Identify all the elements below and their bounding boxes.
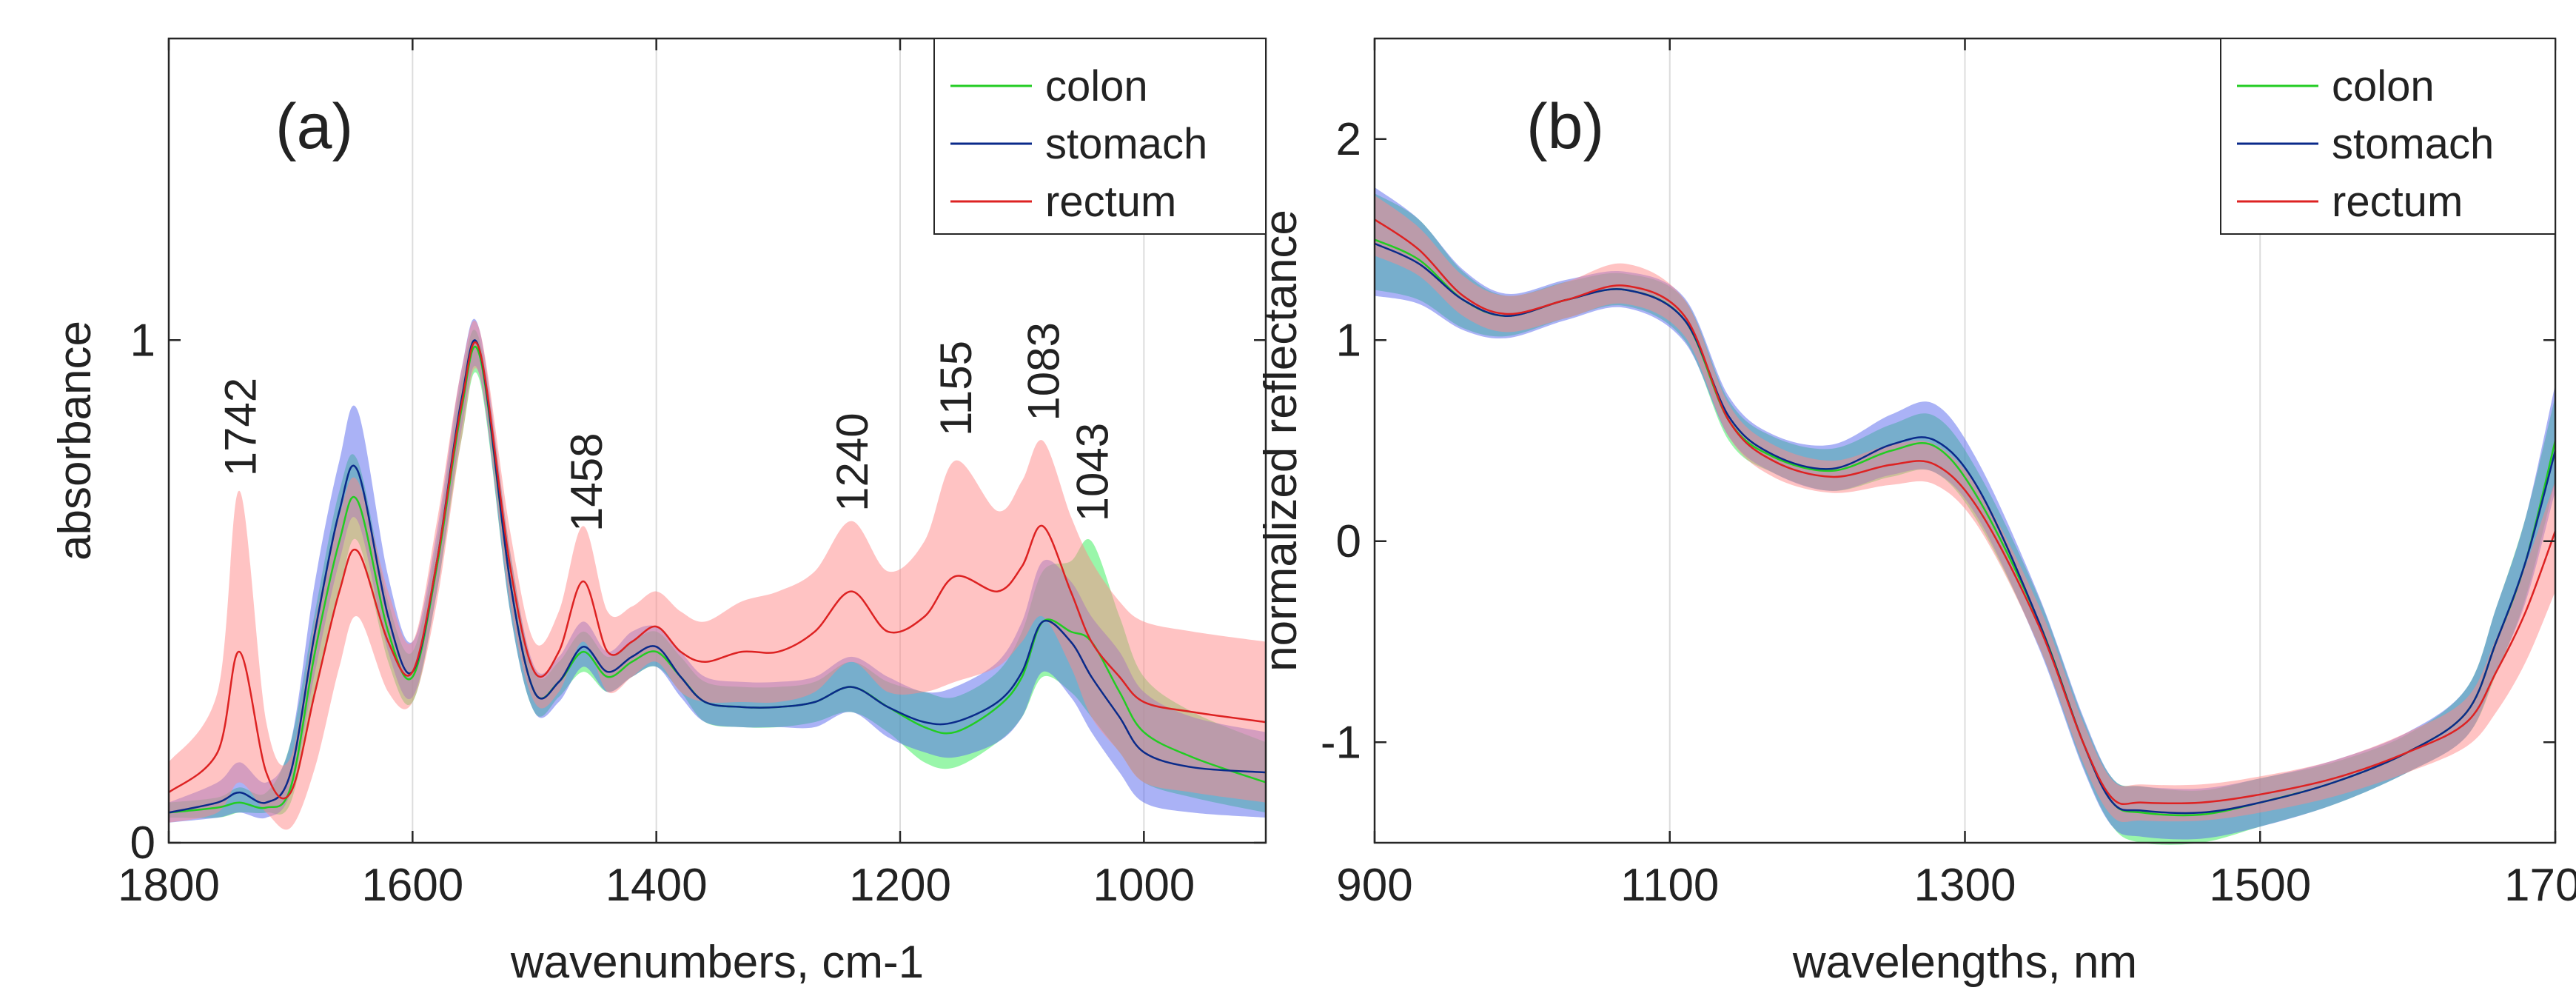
peak-label: 1458 (562, 432, 611, 531)
y-tick-label: 1 (1336, 315, 1361, 366)
panel-a-x-axis-label: wavenumbers, cm-1 (510, 937, 924, 988)
band-rectum (1375, 195, 2555, 823)
panel-b-label: (b) (1526, 91, 1604, 162)
panel-a-bands (169, 318, 1266, 830)
y-tick-label: -1 (1321, 717, 1361, 768)
panel-b-x-axis-label: wavelengths, nm (1792, 937, 2137, 988)
peak-label: 1742 (216, 378, 266, 476)
legend-label-colon: colon (2332, 62, 2435, 110)
peak-label: 1043 (1068, 423, 1118, 521)
panel-a-y-ticks: 01 (130, 315, 1266, 869)
panel-b-y-ticks: -1 0 1 2 (1321, 114, 2555, 768)
legend-label-stomach: stomach (2332, 120, 2494, 168)
panel-a-y-axis-label: absorbance (50, 321, 101, 561)
y-tick-label: 0 (130, 818, 155, 869)
panel-b-x-ticks: 900 1100 1300 1500 1700 (1336, 39, 2576, 911)
x-tick-label: 1000 (1093, 860, 1195, 911)
legend-label-stomach: stomach (1045, 120, 1207, 168)
y-tick-label: 0 (1336, 516, 1361, 567)
panel-a-label: (a) (275, 91, 353, 162)
panel-b-bands (1375, 187, 2555, 845)
mean-line-stomach (1374, 242, 2557, 815)
panel-b-y-axis-label: normalized reflectance (1255, 210, 1307, 672)
x-tick-label: 1800 (118, 860, 220, 911)
mean-line-stomach (168, 339, 1267, 814)
panel-b-legend: colon stomach rectum (2220, 38, 2556, 235)
x-tick-label: 1300 (1914, 860, 2016, 911)
y-tick-label: 2 (1336, 114, 1361, 165)
x-tick-label: 1700 (2504, 860, 2576, 911)
panel-b-reflectance-chart: 900 1100 1300 1500 1700 -1 0 1 2 (b) wavelength… (1255, 37, 2576, 988)
x-tick-label: 1500 (2209, 860, 2311, 911)
band-stomach (169, 318, 1266, 823)
peak-label: 1083 (1019, 322, 1069, 421)
x-tick-label: 900 (1336, 860, 1412, 911)
panel-a-mean-lines (168, 339, 1267, 814)
peak-label: 1240 (828, 412, 877, 511)
mean-line-rectum (168, 341, 1267, 800)
legend-label-colon: colon (1045, 62, 1148, 110)
legend-label-rectum: rectum (1045, 178, 1176, 226)
mean-line-rectum (1374, 218, 2557, 805)
legend-label-rectum: rectum (2332, 178, 2463, 226)
x-tick-label: 1200 (849, 860, 951, 911)
panel-a-legend: colon stomach rectum (933, 38, 1267, 235)
panel-b-mean-lines (1374, 218, 2557, 817)
panel-a-axes-frame (167, 37, 1267, 844)
x-tick-label: 1600 (361, 860, 463, 911)
peak-label: 1155 (931, 341, 981, 436)
x-tick-label: 1400 (606, 860, 708, 911)
x-tick-label: 1100 (1620, 860, 1719, 911)
panel-a-x-ticks: 1800 1600 1400 1200 1000 (118, 39, 1195, 911)
y-tick-label: 1 (130, 315, 155, 366)
band-rectum (169, 320, 1266, 830)
mean-line-colon (168, 345, 1267, 814)
